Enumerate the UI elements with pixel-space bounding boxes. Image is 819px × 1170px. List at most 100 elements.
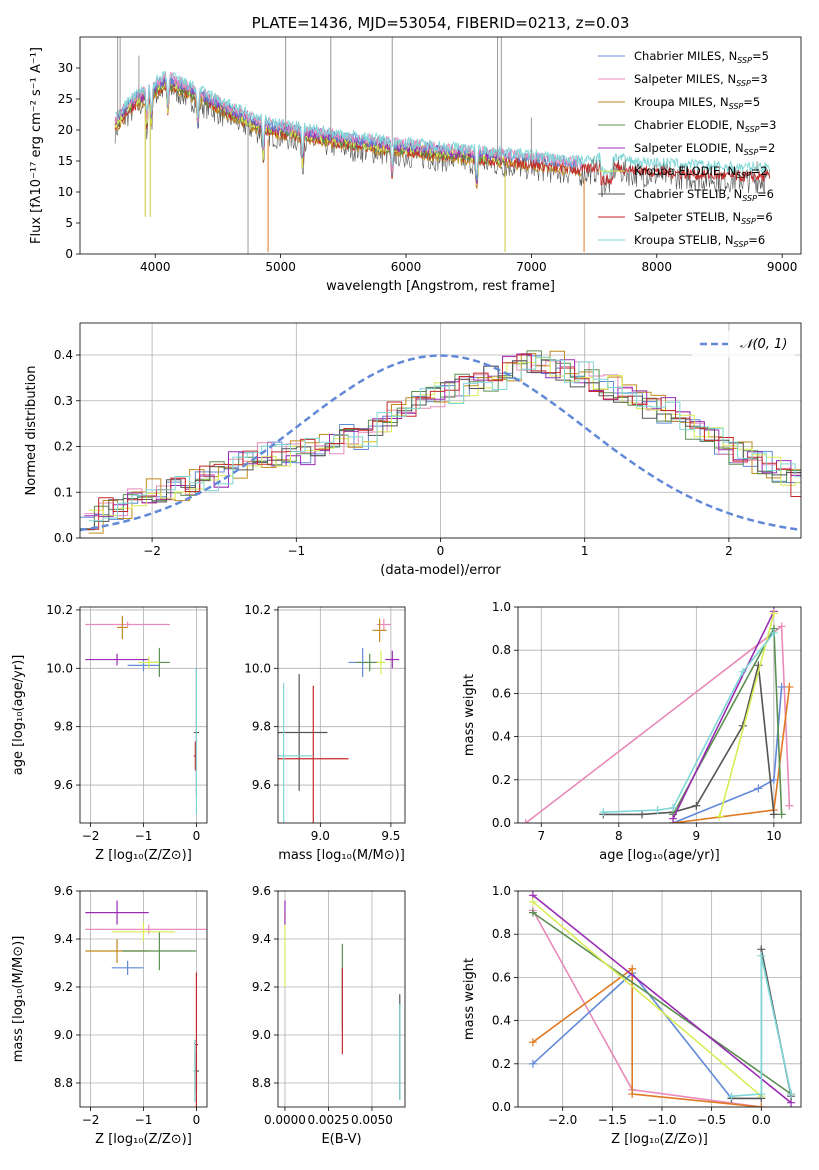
legend-bg [692, 331, 795, 357]
weight-marker [777, 622, 786, 631]
x-tick-label: −2 [82, 829, 100, 843]
mass_vs_Z-frame [79, 890, 208, 1108]
legend-name: Chabrier ELODIE [634, 118, 729, 132]
histogram-lines [80, 350, 801, 534]
weight-marker [669, 803, 678, 812]
weight-marker [757, 951, 766, 960]
x-tick-label: 7000 [516, 260, 547, 274]
legend-sub: SSP [741, 217, 756, 226]
weight_vs_age-frame [517, 606, 802, 824]
weight-series [718, 613, 775, 817]
y-tick-label: 9.6 [54, 884, 73, 898]
legend-val: =6 [756, 210, 773, 224]
x-tick-label: 4000 [140, 260, 171, 274]
legend-entry: Kroupa STELIB, NSSP=6 [634, 233, 765, 249]
x-tick-label: 7 [537, 829, 545, 843]
legend-n: , N [725, 210, 741, 224]
age_vs_mass-frame [277, 606, 406, 824]
x-tick-label: 9000 [767, 260, 798, 274]
histogram-series [84, 354, 801, 530]
legend-name: Salpeter ELODIE [634, 141, 728, 155]
mass_vs_ebv-axes: 0.0000 0.0025 0.0050 8.8 9.0 9.2 9.4 9.6 E(B-V) [252, 884, 405, 1147]
y-tick-label: 20 [58, 123, 73, 137]
x-tick-label: −2.0 [548, 1113, 577, 1127]
weight_vs_age-axes: 7 8 9 10 0.0 0.2 0.4 0.6 0.8 1.0 age [log₁₀(age/yr… [462, 600, 801, 863]
age_vs_mass-points [278, 618, 400, 823]
y-tick-label: 0.1 [54, 485, 73, 499]
y-tick-label: 0.2 [54, 440, 73, 454]
weight-marker [692, 801, 701, 810]
legend-name: Kroupa MILES [634, 95, 713, 109]
mass_vs_Z-axes: −2 −1 0 8.8 9.0 9.2 9.4 9.6 Z [log₁₀(Z/Z⊙)] mass … [11, 884, 207, 1147]
y-tick-label: 0.0 [54, 531, 73, 545]
y-tick-label: 25 [58, 92, 73, 106]
legend-sub: SSP [744, 148, 759, 157]
y-axis-label: mass weight [462, 674, 477, 756]
y-tick-label: 9.0 [54, 1028, 73, 1042]
x-tick-label: 8000 [642, 260, 673, 274]
x-tick-label: −0.5 [697, 1113, 726, 1127]
weight-series [525, 624, 791, 823]
y-tick-label: 0.2 [492, 1057, 511, 1071]
y-tick-label: 9.8 [252, 720, 271, 734]
weight-series [672, 610, 775, 820]
weight-marker [769, 609, 778, 618]
legend-sub: SSP [737, 56, 752, 65]
legend-entry: Kroupa MILES, NSSP=5 [634, 95, 760, 111]
y-tick-label: 10.0 [46, 661, 73, 675]
weight_vs_Z-frame [517, 890, 802, 1108]
legend-entry: Salpeter ELODIE, NSSP=2 [634, 141, 775, 157]
legend-sub: SSP [734, 240, 749, 249]
y-tick-label: 9.4 [54, 932, 73, 946]
legend-val: =6 [757, 187, 774, 201]
x-tick-label: −1 [135, 1113, 153, 1127]
x-axis-label: (data-model)/error [380, 563, 501, 578]
x-tick-label: 9.0 [311, 829, 330, 843]
weight-marker [653, 806, 662, 815]
age_vs_Z-frame [79, 606, 208, 824]
y-tick-label: 9.0 [252, 1028, 271, 1042]
legend-sub: SSP [745, 125, 760, 134]
weight-marker [769, 775, 778, 784]
spectrum-axes: 4000 5000 6000 7000 8000 9000 0 5 10 15 20 25 30 wave… [29, 47, 797, 294]
y-tick-label: 0.4 [492, 730, 511, 744]
y-tick-label: 0.8 [492, 643, 511, 657]
weight-marker [738, 667, 747, 676]
legend-sub: SSP [736, 79, 751, 88]
weight-marker [787, 1090, 796, 1099]
legend-val: =5 [743, 95, 760, 109]
weight-marker [528, 897, 537, 906]
y-tick-label: 9.6 [54, 778, 73, 792]
x-tick-label: 0 [437, 544, 445, 558]
y-tick-label: 9.2 [54, 980, 73, 994]
mass_vs_ebv-frame [277, 890, 406, 1108]
weight-marker [521, 819, 530, 823]
y-axis-label: Normed distribution [24, 366, 39, 496]
spectrum-series [114, 70, 771, 177]
weight-marker [669, 814, 678, 823]
y-axis-label: mass [log₁₀(M/M⊙)] [11, 936, 26, 1063]
legend-val: =5 [752, 49, 769, 63]
x-tick-label: −1 [135, 829, 153, 843]
x-tick-label: −1.5 [598, 1113, 627, 1127]
weight-marker [727, 1092, 736, 1101]
weight-marker [628, 1090, 637, 1099]
mass_vs_Z-points [85, 900, 207, 1107]
x-tick-label: 0 [193, 1113, 201, 1127]
y-tick-label: 10.0 [244, 661, 271, 675]
y-tick-label: 10.2 [244, 603, 271, 617]
y-tick-label: 0.3 [54, 394, 73, 408]
weight-marker [785, 801, 794, 810]
weight-marker [769, 810, 778, 819]
x-tick-label: 10 [766, 829, 781, 843]
legend-n: , N [726, 187, 742, 201]
weight-series [532, 967, 762, 1107]
legend-name: Salpeter MILES [634, 72, 720, 86]
mass_vs_ebv-points [284, 900, 401, 1100]
x-tick-label: 0.0000 [264, 1113, 306, 1127]
y-tick-label: 0.4 [492, 1014, 511, 1028]
weight-marker [777, 810, 786, 819]
legend-val: =6 [748, 233, 765, 247]
x-axis-label: age [log₁₀(age/yr)] [599, 848, 720, 863]
